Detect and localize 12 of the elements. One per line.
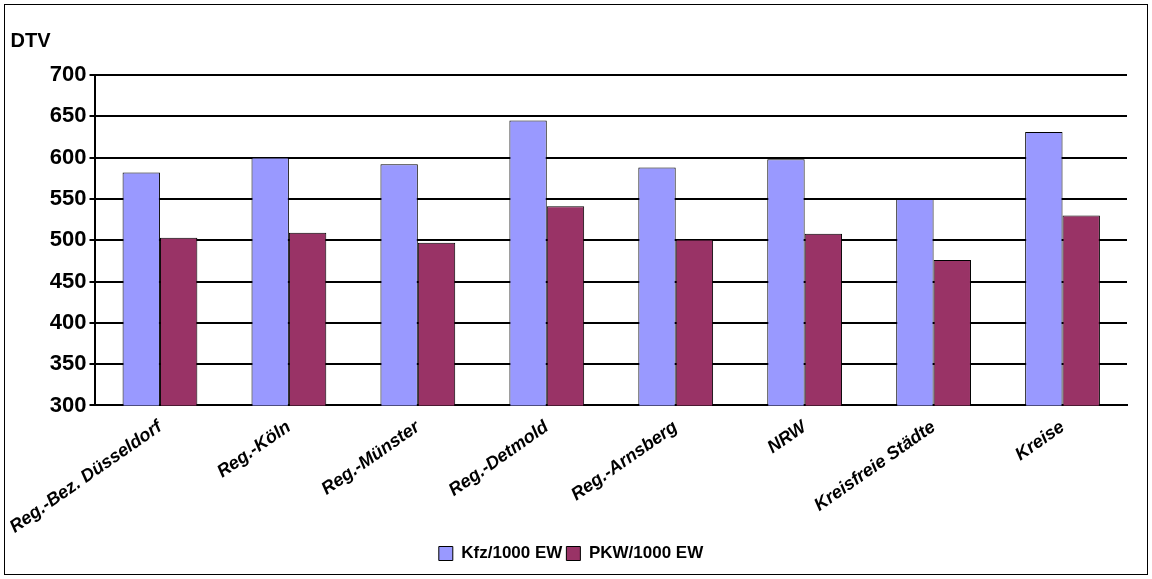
y-tick-label: 550 [49,184,87,210]
y-tick-label: 500 [49,226,87,252]
y-tick-label: 400 [49,308,87,334]
y-tick-label: 300 [49,391,87,417]
legend-label: Kfz/1000 EW [461,543,564,563]
y-tick-label: 700 [49,61,87,87]
y-tick-label: 450 [49,267,87,293]
y-tick-label: 650 [49,102,87,128]
legend-label: PKW/1000 EW [588,543,705,563]
y-tick-label: 600 [49,143,87,169]
y-axis-title: DTV [10,28,52,51]
y-tick-label: 350 [49,350,87,376]
